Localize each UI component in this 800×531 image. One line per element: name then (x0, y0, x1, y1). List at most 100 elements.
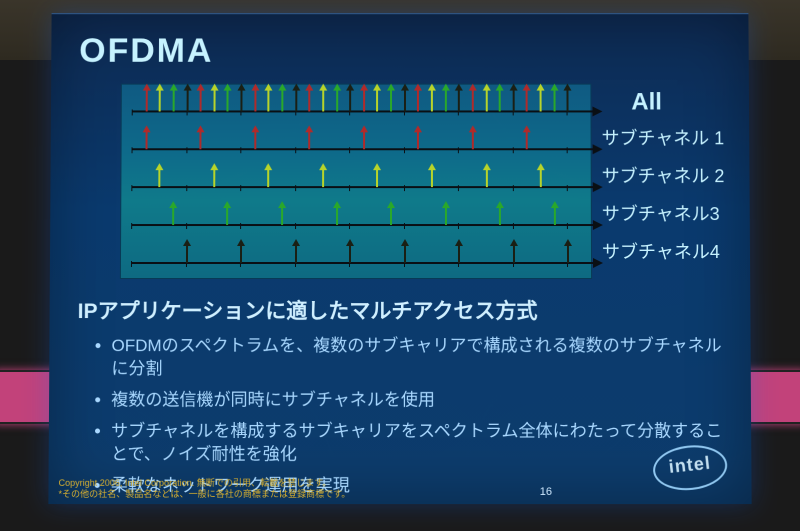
subcarrier-arrow-icon (145, 131, 147, 149)
subcarrier-arrow-icon (567, 90, 569, 112)
subcarrier-arrow-icon (553, 90, 555, 112)
subcarrier-arrow-icon (159, 90, 161, 112)
subcarrier-arrow-icon (336, 90, 338, 112)
chart-row (132, 122, 581, 156)
chart-row (132, 85, 581, 119)
subcarrier-arrow-icon (200, 90, 202, 112)
axis-tick (295, 223, 296, 229)
subcarrier-arrow-icon (512, 90, 514, 112)
axis-tick (186, 223, 187, 229)
axis-tick (186, 185, 187, 191)
copyright-text: Copyright 2006, Intel Corporation. 無断での引… (58, 477, 350, 500)
subcarrier-arrow-icon (540, 90, 542, 112)
axis-tick (458, 223, 459, 229)
photo-scene: OFDMA Allサブチャネル 1サブチャネル 2サブチャネル3サブチャネル4 … (0, 0, 800, 531)
axis-tick (404, 147, 405, 153)
subcarrier-arrow-icon (499, 207, 501, 225)
axis-line (131, 224, 597, 226)
subcarrier-arrow-icon (213, 169, 215, 187)
axis-line (131, 186, 596, 188)
row-label-subchannel: サブチャネル 2 (602, 157, 725, 195)
axis-tick (295, 185, 296, 191)
subcarrier-arrow-icon (240, 245, 242, 263)
presentation-slide: OFDMA Allサブチャネル 1サブチャネル 2サブチャネル3サブチャネル4 … (48, 13, 751, 504)
row-label-subchannel: サブチャネル4 (602, 233, 725, 271)
subcarrier-arrow-icon (472, 131, 474, 149)
axis-line (131, 262, 597, 264)
subcarrier-arrow-icon (445, 207, 447, 225)
subcarrier-arrow-icon (349, 90, 351, 112)
slide-title: OFDMA (79, 32, 213, 71)
ofdma-subcarrier-chart (120, 84, 592, 279)
subcarrier-arrow-icon (159, 169, 161, 187)
chart-row (131, 160, 580, 194)
axis-tick (240, 147, 241, 153)
subcarrier-arrow-icon (554, 207, 556, 225)
subcarrier-arrow-icon (349, 245, 351, 263)
slide-footer: Copyright 2006, Intel Corporation. 無断での引… (58, 477, 741, 500)
subcarrier-arrow-icon (227, 207, 229, 225)
subcarrier-arrow-icon (322, 90, 324, 112)
axis-tick (513, 223, 514, 229)
axis-tick (295, 147, 296, 153)
axis-tick (349, 185, 350, 191)
subcarrier-arrow-icon (472, 90, 474, 112)
axis-tick (186, 147, 187, 153)
axis-tick (240, 223, 241, 229)
subcarrier-arrow-icon (173, 90, 175, 112)
axis-tick (132, 147, 133, 153)
subcarrier-arrow-icon (458, 245, 460, 263)
chart-row (131, 198, 581, 232)
axis-tick (458, 147, 459, 153)
subcarrier-arrow-icon (417, 131, 419, 149)
axis-tick (132, 109, 133, 115)
subcarrier-arrow-icon (268, 169, 270, 187)
subcarrier-arrow-icon (390, 90, 392, 112)
subcarrier-arrow-icon (404, 90, 406, 112)
subcarrier-arrow-icon (268, 90, 270, 112)
row-label-subchannel: サブチャネル3 (602, 195, 725, 233)
logo-swoosh-icon: intel (651, 442, 730, 494)
row-label-subchannel: サブチャネル 1 (601, 119, 724, 157)
subcarrier-arrow-icon (377, 90, 379, 112)
logo-text: intel (654, 451, 726, 479)
axis-tick (131, 185, 132, 191)
subcarrier-arrow-icon (281, 207, 283, 225)
subcarrier-arrow-icon (186, 90, 188, 112)
axis-tick (131, 261, 132, 267)
axis-tick (567, 147, 568, 153)
chart-row (131, 236, 581, 270)
subcarrier-arrow-icon (241, 90, 243, 112)
subcarrier-arrow-icon (431, 90, 433, 112)
axis-tick (404, 185, 405, 191)
subcarrier-arrow-icon (404, 245, 406, 263)
subcarrier-arrow-icon (390, 207, 392, 225)
subcarrier-arrow-icon (213, 90, 215, 112)
bullet-item: サブチャネルを構成するサブキャリアをスペクトラム全体にわたって分散することで、ノ… (89, 420, 727, 466)
intel-logo: intel (653, 446, 728, 490)
subcarrier-arrow-icon (172, 207, 174, 225)
subcarrier-arrow-icon (145, 90, 147, 112)
subcarrier-arrow-icon (254, 90, 256, 112)
axis-tick (240, 185, 241, 191)
subcarrier-arrow-icon (200, 131, 202, 149)
slide-subtitle: IPアプリケーションに適したマルチアクセス方式 (78, 295, 727, 325)
subcarrier-arrow-icon (485, 90, 487, 112)
subcarrier-arrow-icon (513, 245, 515, 263)
axis-tick (513, 185, 514, 191)
subcarrier-arrow-icon (309, 90, 311, 112)
axis-tick (458, 185, 459, 191)
subcarrier-arrow-icon (363, 90, 365, 112)
subcarrier-arrow-icon (540, 169, 542, 187)
axis-tick (349, 147, 350, 153)
subcarrier-arrow-icon (295, 245, 297, 263)
subcarrier-arrow-icon (186, 245, 188, 263)
chart-row-labels: Allサブチャネル 1サブチャネル 2サブチャネル3サブチャネル4 (601, 86, 725, 271)
row-label-all: All (601, 86, 724, 120)
subcarrier-arrow-icon (417, 90, 419, 112)
subcarrier-arrow-icon (526, 90, 528, 112)
axis-tick (567, 185, 568, 191)
subcarrier-arrow-icon (526, 131, 528, 149)
axis-tick (567, 223, 568, 229)
subcarrier-arrow-icon (431, 169, 433, 187)
